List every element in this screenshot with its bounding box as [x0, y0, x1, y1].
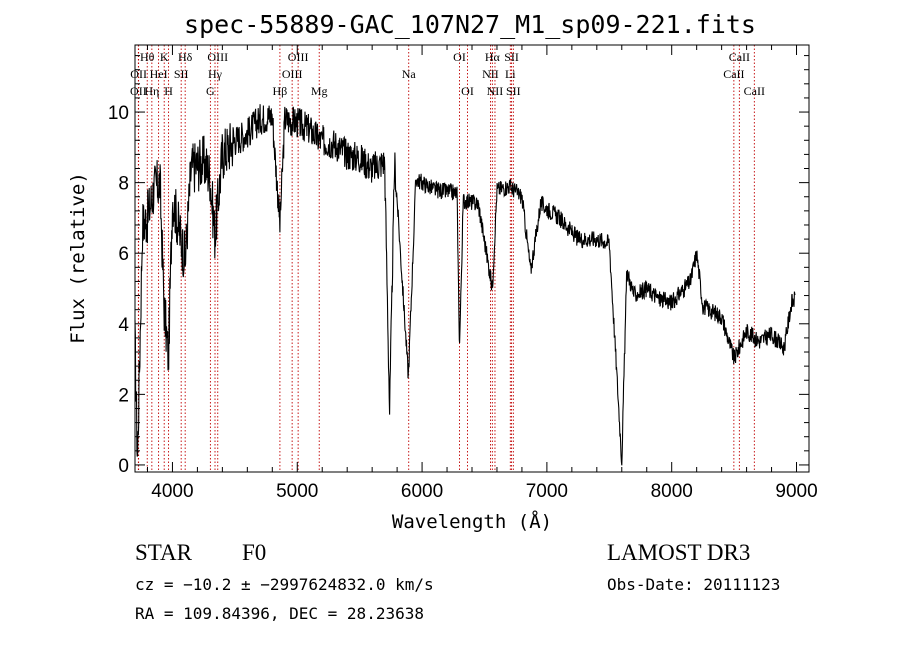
line-marker-label: NII: [482, 67, 499, 81]
redshift-info: cz = −10.2 ± −2997624832.0 km/s: [135, 575, 434, 594]
plot-frame: [134, 44, 810, 473]
line-marker-label: Hγ: [208, 67, 223, 81]
emission-line-labels: OIIOIIHθHηHeIKHSIIHδGHγOIIIHβOIIIOIIIMgN…: [130, 50, 765, 98]
x-tick-label: 4000: [151, 481, 193, 502]
line-marker-label: CaII: [723, 67, 744, 81]
line-marker-label: OII: [130, 67, 147, 81]
y-tick-label: 2: [118, 385, 129, 406]
y-tick-label: 4: [118, 315, 129, 336]
line-marker-label: OI: [453, 50, 466, 64]
line-marker-label: K: [160, 50, 169, 64]
object-class: STAR: [135, 540, 193, 565]
y-tick-label: 6: [118, 244, 129, 265]
line-marker-label: CaII: [729, 50, 750, 64]
y-axis-ticks: 0 2 4 6 8 10: [108, 55, 809, 477]
line-marker-label: Hβ: [273, 84, 288, 98]
line-marker-label: H: [164, 84, 173, 98]
line-marker-label: Hη: [144, 84, 159, 98]
y-tick-label: 8: [118, 174, 129, 195]
x-tick-label: 9000: [775, 481, 817, 502]
line-marker-label: G: [206, 84, 215, 98]
x-tick-label: 5000: [276, 481, 318, 502]
line-marker-label: Hα: [485, 50, 501, 64]
x-tick-label: 6000: [401, 481, 443, 502]
line-marker-label: Mg: [311, 84, 328, 98]
x-axis-ticks: 4000 5000 6000 7000 8000 9000: [146, 45, 818, 502]
line-marker-label: NII: [487, 84, 504, 98]
y-axis-label: Flux (relative): [67, 172, 89, 344]
chart-title: spec-55889-GAC_107N27_M1_sp09-221.fits: [184, 10, 756, 39]
line-marker-label: OIII: [288, 50, 309, 64]
object-subclass: F0: [242, 540, 266, 565]
spectrum-line: [134, 104, 796, 466]
line-marker-label: CaII: [744, 84, 765, 98]
line-marker-label: OI: [461, 84, 474, 98]
line-marker-label: OIII: [282, 67, 303, 81]
line-marker-label: OII: [130, 84, 147, 98]
x-axis-label: Wavelength (Å): [392, 510, 552, 533]
emission-line-markers: [137, 45, 755, 472]
observation-date: Obs-Date: 20111123: [607, 575, 780, 594]
line-marker-label: HeI: [150, 67, 168, 81]
coordinates-info: RA = 109.84396, DEC = 28.23638: [135, 604, 424, 623]
line-marker-label: SII: [504, 50, 519, 64]
line-marker-label: SII: [506, 84, 521, 98]
line-marker-label: OIII: [207, 50, 228, 64]
line-marker-label: Hδ: [178, 50, 193, 64]
x-tick-label: 7000: [526, 481, 568, 502]
survey-name: LAMOST DR3: [607, 540, 750, 565]
x-tick-label: 8000: [651, 481, 693, 502]
line-marker-label: SII: [174, 67, 189, 81]
line-marker-label: Na: [402, 67, 417, 81]
y-tick-label: 0: [118, 456, 129, 477]
line-marker-label: Hθ: [140, 50, 155, 64]
y-tick-label: 10: [108, 103, 129, 124]
line-marker-label: Li: [505, 67, 516, 81]
